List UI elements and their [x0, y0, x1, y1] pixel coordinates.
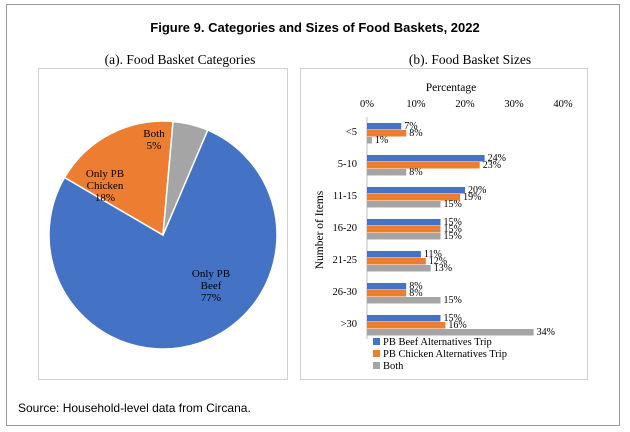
bar-value-label: 15% — [444, 224, 462, 235]
bar-value-label: 23% — [483, 160, 501, 171]
bar-value-label: 16% — [448, 320, 466, 331]
bar — [367, 290, 407, 297]
bar-value-label: 7% — [404, 121, 417, 132]
category-label: <5 — [346, 127, 357, 138]
bar — [367, 251, 421, 258]
bar — [367, 219, 441, 226]
legend-label: PB Chicken Alternatives Trip — [383, 349, 507, 360]
category-label: 11-15 — [333, 191, 357, 202]
bar — [367, 137, 372, 144]
category-label: 5-10 — [338, 159, 357, 170]
bar-value-label: 15% — [444, 231, 462, 242]
bar-value-label: 15% — [444, 199, 462, 210]
bar — [367, 187, 465, 194]
pie-slice-label: Both 5% — [143, 128, 165, 152]
bar-value-label: 24% — [488, 153, 506, 164]
category-label: 16-20 — [333, 223, 358, 234]
bar — [367, 169, 407, 176]
x-tick-label: 20% — [455, 99, 475, 110]
legend-swatch — [373, 350, 380, 357]
bar-chart: Percentage 0% 10% 20% 30% 40% Number of Items <… — [314, 82, 573, 372]
bar-value-label: 15% — [444, 313, 462, 324]
pie-chart-panel: Only PB Beef 77% Only PB Chicken 18% Both 5% — [38, 68, 288, 380]
bar-value-label: 11% — [424, 249, 442, 260]
bar — [367, 162, 480, 169]
bar — [367, 155, 485, 162]
bar-chart-panel: Percentage 0% 10% 20% 30% 40% Number of Items <… — [300, 68, 588, 380]
x-axis-title: Percentage — [426, 82, 476, 94]
bar — [367, 194, 461, 201]
bar — [367, 265, 431, 272]
bar-value-label: 19% — [463, 192, 481, 203]
pie-slice — [48, 129, 278, 350]
source-note: Source: Household-level data from Circan… — [18, 401, 251, 415]
pie-slice-label: Only PB Chicken 18% — [86, 168, 124, 204]
bar-value-label: 1% — [375, 135, 388, 146]
bar-value-label: 15% — [444, 217, 462, 228]
bar-value-label: 13% — [434, 263, 452, 274]
legend-label: Both — [383, 361, 404, 372]
y-axis-title: Number of Items — [314, 190, 326, 269]
pie-chart-title: (a). Food Basket Categories — [104, 52, 256, 67]
bar — [367, 329, 534, 336]
bar — [367, 297, 441, 304]
bar-value-label: 8% — [409, 167, 422, 178]
bar — [367, 322, 446, 329]
figure-title: Figure 9. Categories and Sizes of Food B… — [150, 20, 480, 35]
x-tick-label: 30% — [504, 99, 524, 110]
bar-value-label: 12% — [429, 256, 447, 267]
pie-chart: Only PB Beef 77% Only PB Chicken 18% Both 5% — [48, 120, 278, 350]
bar — [367, 130, 407, 137]
pie-slice — [63, 120, 174, 237]
bar-value-label: 8% — [409, 281, 422, 292]
x-tick-label: 0% — [360, 99, 374, 110]
bar — [367, 233, 441, 240]
x-tick-label: 10% — [406, 99, 426, 110]
bar — [367, 201, 441, 208]
legend-swatch — [373, 362, 380, 369]
bar-value-label: 8% — [409, 288, 422, 299]
bar-chart-title: (b). Food Basket Sizes — [408, 52, 532, 67]
x-tick-label: 40% — [553, 99, 573, 110]
pie-slice-label: Only PB Beef 77% — [192, 268, 230, 304]
bar-value-label: 34% — [537, 327, 555, 338]
category-label: 26-30 — [333, 287, 358, 298]
legend-label: PB Beef Alternatives Trip — [383, 337, 492, 348]
bar — [367, 283, 407, 290]
bar-value-label: 15% — [444, 295, 462, 306]
pie-slice — [162, 120, 209, 236]
category-label: 21-25 — [333, 255, 358, 266]
bar — [367, 315, 441, 322]
bar — [367, 258, 426, 265]
bar-value-label: 20% — [468, 185, 486, 196]
bar-value-label: 8% — [409, 128, 422, 139]
category-label: >30 — [341, 319, 357, 330]
legend-swatch — [373, 338, 380, 345]
bar — [367, 123, 402, 130]
bar — [367, 226, 441, 233]
